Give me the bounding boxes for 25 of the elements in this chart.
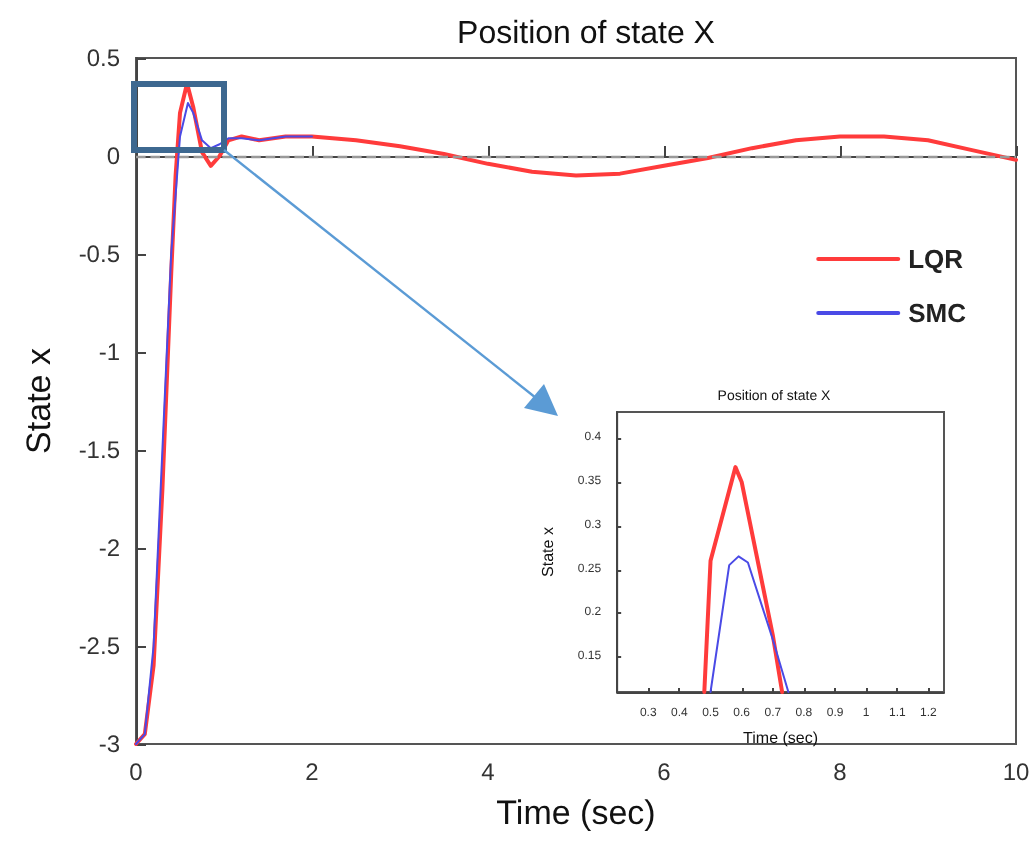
legend-label: LQR	[908, 244, 965, 274]
legend-label: SMC	[908, 298, 968, 328]
line-series	[135, 102, 313, 745]
y-tick-label: 0	[106, 142, 121, 170]
x-tick-label: 8	[833, 758, 848, 786]
chart-title: Position of state X	[457, 17, 716, 51]
line-series	[702, 465, 785, 694]
y-tick-label: -3	[98, 730, 121, 758]
y-tick-label: -1	[98, 338, 121, 366]
x-axis-title: Time (sec)	[743, 728, 819, 747]
x-tick-label: 0	[129, 758, 144, 786]
y-tick-label: -0.5	[78, 240, 121, 268]
line-series	[709, 555, 790, 693]
x-tick-label: 4	[481, 758, 496, 786]
x-tick-label: 6	[657, 758, 672, 786]
line-series	[134, 81, 1018, 746]
x-axis-title: Time (sec)	[496, 794, 656, 832]
y-tick-label: -2	[98, 534, 121, 562]
y-axis-title: State x	[20, 347, 58, 454]
x-tick-label: 2	[305, 758, 320, 786]
y-tick-label: 0.5	[86, 44, 121, 72]
x-tick-label: 10	[1002, 758, 1030, 786]
y-tick-label: -2.5	[78, 632, 121, 660]
y-axis-title: State x	[539, 527, 557, 577]
y-tick-label: -1.5	[78, 436, 121, 464]
